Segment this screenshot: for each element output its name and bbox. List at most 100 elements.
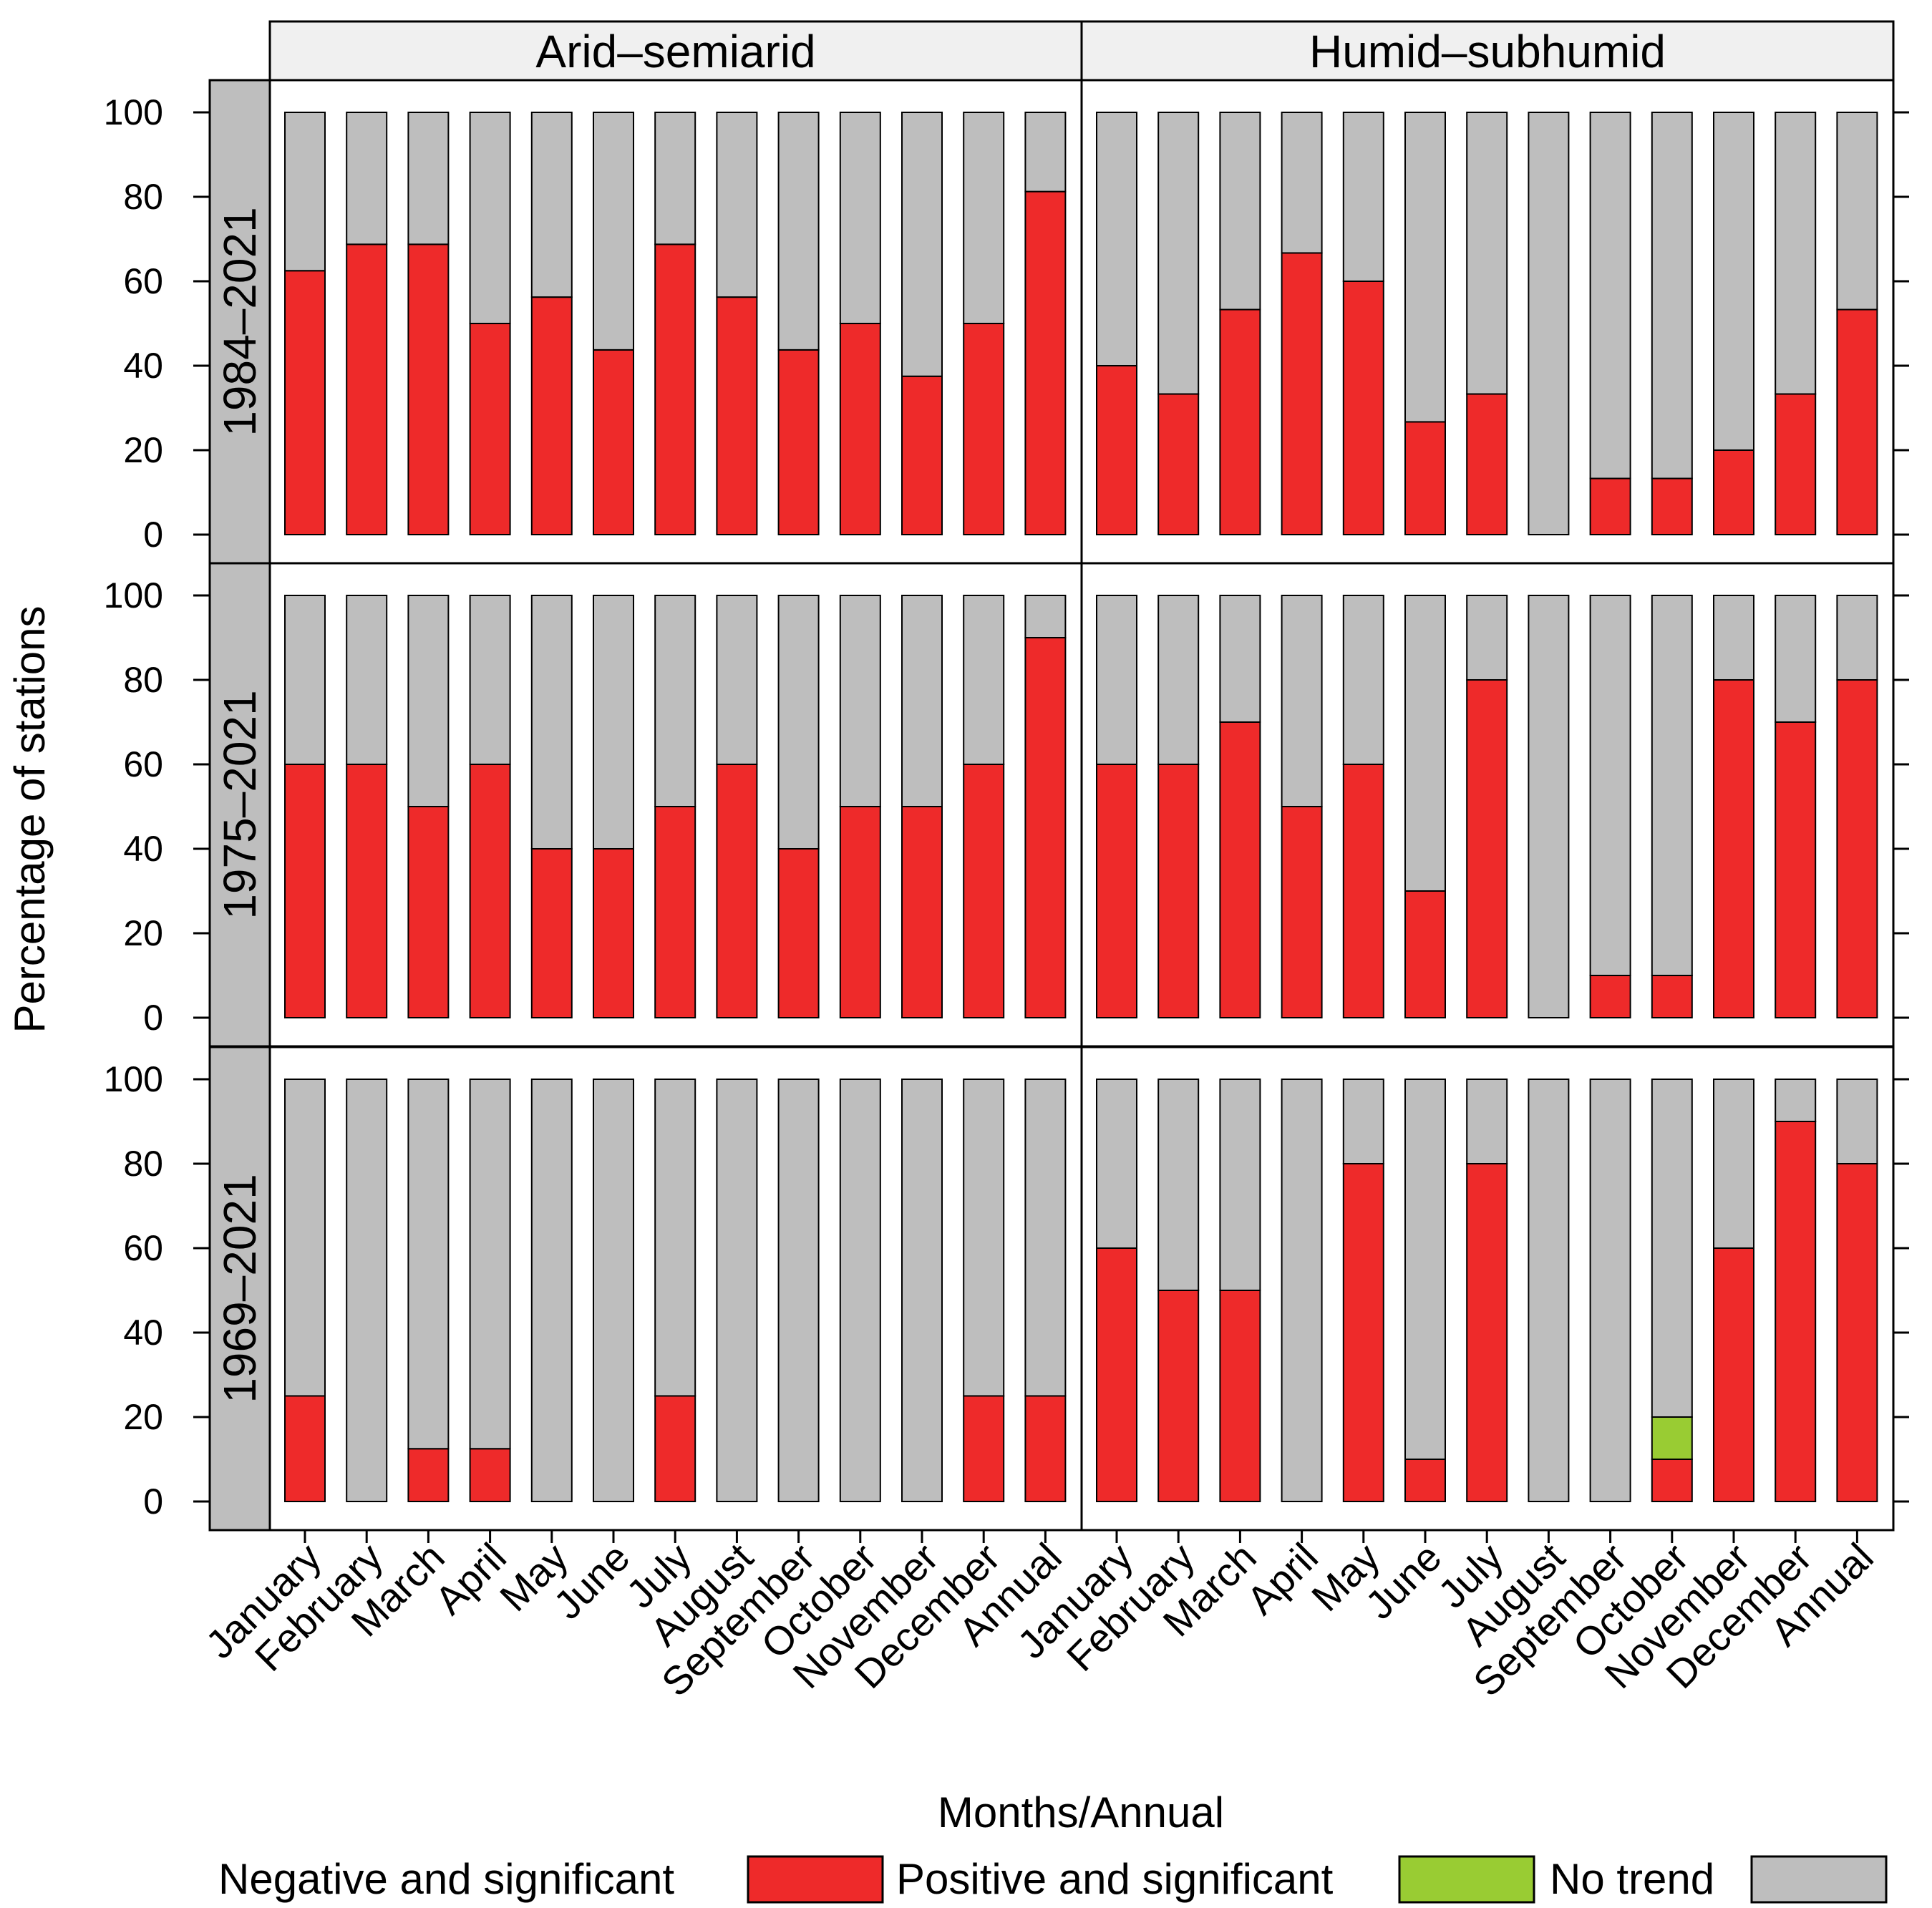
legend-label-positive-and-significant: Positive and significant bbox=[896, 1855, 1334, 1903]
column-strip-arid-semiarid bbox=[268, 20, 1083, 82]
bar-no-trend-september bbox=[777, 595, 820, 850]
row-strips: 1984–2021 1975–2021 1969–2021 bbox=[208, 79, 271, 1532]
bar-negative-february bbox=[346, 243, 388, 535]
bar-no-trend-october bbox=[1651, 112, 1693, 480]
y-tick-label: 0 bbox=[143, 1481, 163, 1522]
y-axis-ticks: 0 20 40 60 80 100 0 20 40 60 80 100 0 20 40 60 80 100 bbox=[104, 92, 210, 1522]
bar-negative-march bbox=[1219, 721, 1261, 1018]
bar-negative-april bbox=[469, 764, 511, 1018]
panel-humid-subhumid-1984-2021 bbox=[1080, 79, 1909, 565]
bar-no-trend-august bbox=[1528, 595, 1570, 1018]
bar-no-trend-october bbox=[839, 595, 881, 807]
bar-negative-january bbox=[1096, 764, 1137, 1018]
bar-negative-june bbox=[1404, 890, 1446, 1018]
bar-negative-january bbox=[284, 270, 326, 535]
y-axis-title: Percentage of stations bbox=[6, 605, 54, 1033]
legend-label-negative-and-significant: Negative and significant bbox=[218, 1855, 674, 1903]
bar-negative-july bbox=[654, 243, 696, 535]
bar-negative-november bbox=[1713, 1247, 1754, 1502]
y-tick-label: 100 bbox=[104, 575, 163, 615]
bar-no-trend-june bbox=[593, 595, 634, 850]
bar-negative-february bbox=[346, 764, 388, 1018]
y-tick-label: 20 bbox=[123, 1397, 163, 1437]
bar-no-trend-september bbox=[1589, 112, 1631, 480]
bar-negative-february bbox=[1157, 764, 1200, 1018]
bar-negative-october bbox=[1651, 477, 1693, 536]
panel-humid-subhumid-1975-2021 bbox=[1080, 562, 1909, 1048]
bar-no-trend-may bbox=[530, 1079, 573, 1502]
bar-positive-october bbox=[1651, 1416, 1693, 1460]
bar-no-trend-august bbox=[1528, 1079, 1570, 1502]
bar-no-trend-december bbox=[1775, 112, 1817, 395]
bar-negative-january bbox=[1096, 1247, 1137, 1502]
bar-no-trend-april bbox=[1281, 595, 1323, 807]
bar-negative-september bbox=[1589, 477, 1631, 536]
bar-negative-february bbox=[1157, 393, 1200, 536]
bar-no-trend-march bbox=[1219, 112, 1261, 311]
bar-negative-december bbox=[963, 764, 1005, 1018]
bar-negative-june bbox=[1404, 1459, 1446, 1502]
column-strip-label: Arid–semiarid bbox=[535, 26, 815, 77]
bar-no-trend-june bbox=[593, 1079, 634, 1502]
bar-negative-september bbox=[777, 848, 820, 1018]
row-strip-label: 1975–2021 bbox=[214, 690, 266, 919]
bar-no-trend-june bbox=[1404, 595, 1446, 892]
legend-label-no-trend: No trend bbox=[1550, 1855, 1714, 1903]
bar-no-trend-march bbox=[407, 112, 450, 245]
bar-negative-february bbox=[1157, 1290, 1200, 1502]
y-tick-label: 0 bbox=[143, 998, 163, 1038]
panel-humid-subhumid-1969-2021 bbox=[1080, 1046, 1909, 1532]
bar-no-trend-annual bbox=[1024, 595, 1067, 638]
column-strip-label: Humid–subhumid bbox=[1309, 26, 1666, 77]
bar-negative-january bbox=[284, 764, 326, 1018]
y-tick-label: 20 bbox=[123, 430, 163, 470]
bar-negative-annual bbox=[1836, 1163, 1878, 1502]
bar-negative-may bbox=[1342, 281, 1384, 535]
bar-negative-july bbox=[1466, 393, 1508, 536]
bar-no-trend-november bbox=[901, 112, 943, 377]
bar-no-trend-january bbox=[1096, 112, 1137, 366]
y-tick-label: 0 bbox=[143, 515, 163, 555]
bar-no-trend-december bbox=[1775, 595, 1817, 723]
bar-no-trend-april bbox=[1281, 1079, 1323, 1502]
bar-negative-may bbox=[530, 296, 573, 535]
legend-swatch-positive-and-significant bbox=[1398, 1855, 1535, 1904]
column-strips: Arid–semiarid Humid–subhumid bbox=[268, 20, 1895, 82]
bar-negative-march bbox=[407, 243, 450, 535]
bar-negative-november bbox=[1713, 679, 1754, 1018]
bar-no-trend-july bbox=[1466, 112, 1508, 395]
bar-no-trend-may bbox=[1342, 595, 1384, 765]
bar-negative-may bbox=[1342, 1163, 1384, 1502]
bar-negative-june bbox=[1404, 421, 1446, 535]
bar-negative-october bbox=[839, 323, 881, 535]
x-axis-title: Months/Annual bbox=[938, 1788, 1224, 1836]
bar-no-trend-june bbox=[1404, 1079, 1446, 1460]
bar-no-trend-may bbox=[530, 112, 573, 298]
legend: Negative and significant Positive and sig… bbox=[218, 1855, 1888, 1904]
bar-negative-august bbox=[716, 296, 758, 535]
bar-no-trend-november bbox=[901, 1079, 943, 1502]
y-tick-label: 40 bbox=[123, 346, 163, 386]
bar-negative-annual bbox=[1836, 308, 1878, 535]
panel-arid-semiarid-1984-2021 bbox=[268, 79, 1097, 565]
bar-no-trend-march bbox=[1219, 595, 1261, 723]
bar-negative-september bbox=[777, 349, 820, 535]
bar-negative-december bbox=[1775, 393, 1817, 536]
bar-negative-may bbox=[1342, 764, 1384, 1018]
bar-no-trend-annual bbox=[1836, 1079, 1878, 1164]
bar-no-trend-november bbox=[1713, 112, 1754, 451]
bar-no-trend-may bbox=[1342, 112, 1384, 282]
y-tick-label: 40 bbox=[123, 829, 163, 869]
bar-negative-annual bbox=[1024, 637, 1067, 1018]
bar-no-trend-february bbox=[346, 1079, 388, 1502]
bar-no-trend-october bbox=[1651, 595, 1693, 976]
bar-negative-march bbox=[1219, 308, 1261, 535]
bar-no-trend-july bbox=[654, 595, 696, 807]
y-tick-label: 20 bbox=[123, 913, 163, 953]
bar-no-trend-january bbox=[1096, 1079, 1137, 1249]
bar-negative-december bbox=[963, 1395, 1005, 1502]
bar-negative-july bbox=[654, 806, 696, 1018]
row-strip-1969-2021 bbox=[208, 1046, 271, 1532]
bar-no-trend-june bbox=[1404, 112, 1446, 423]
